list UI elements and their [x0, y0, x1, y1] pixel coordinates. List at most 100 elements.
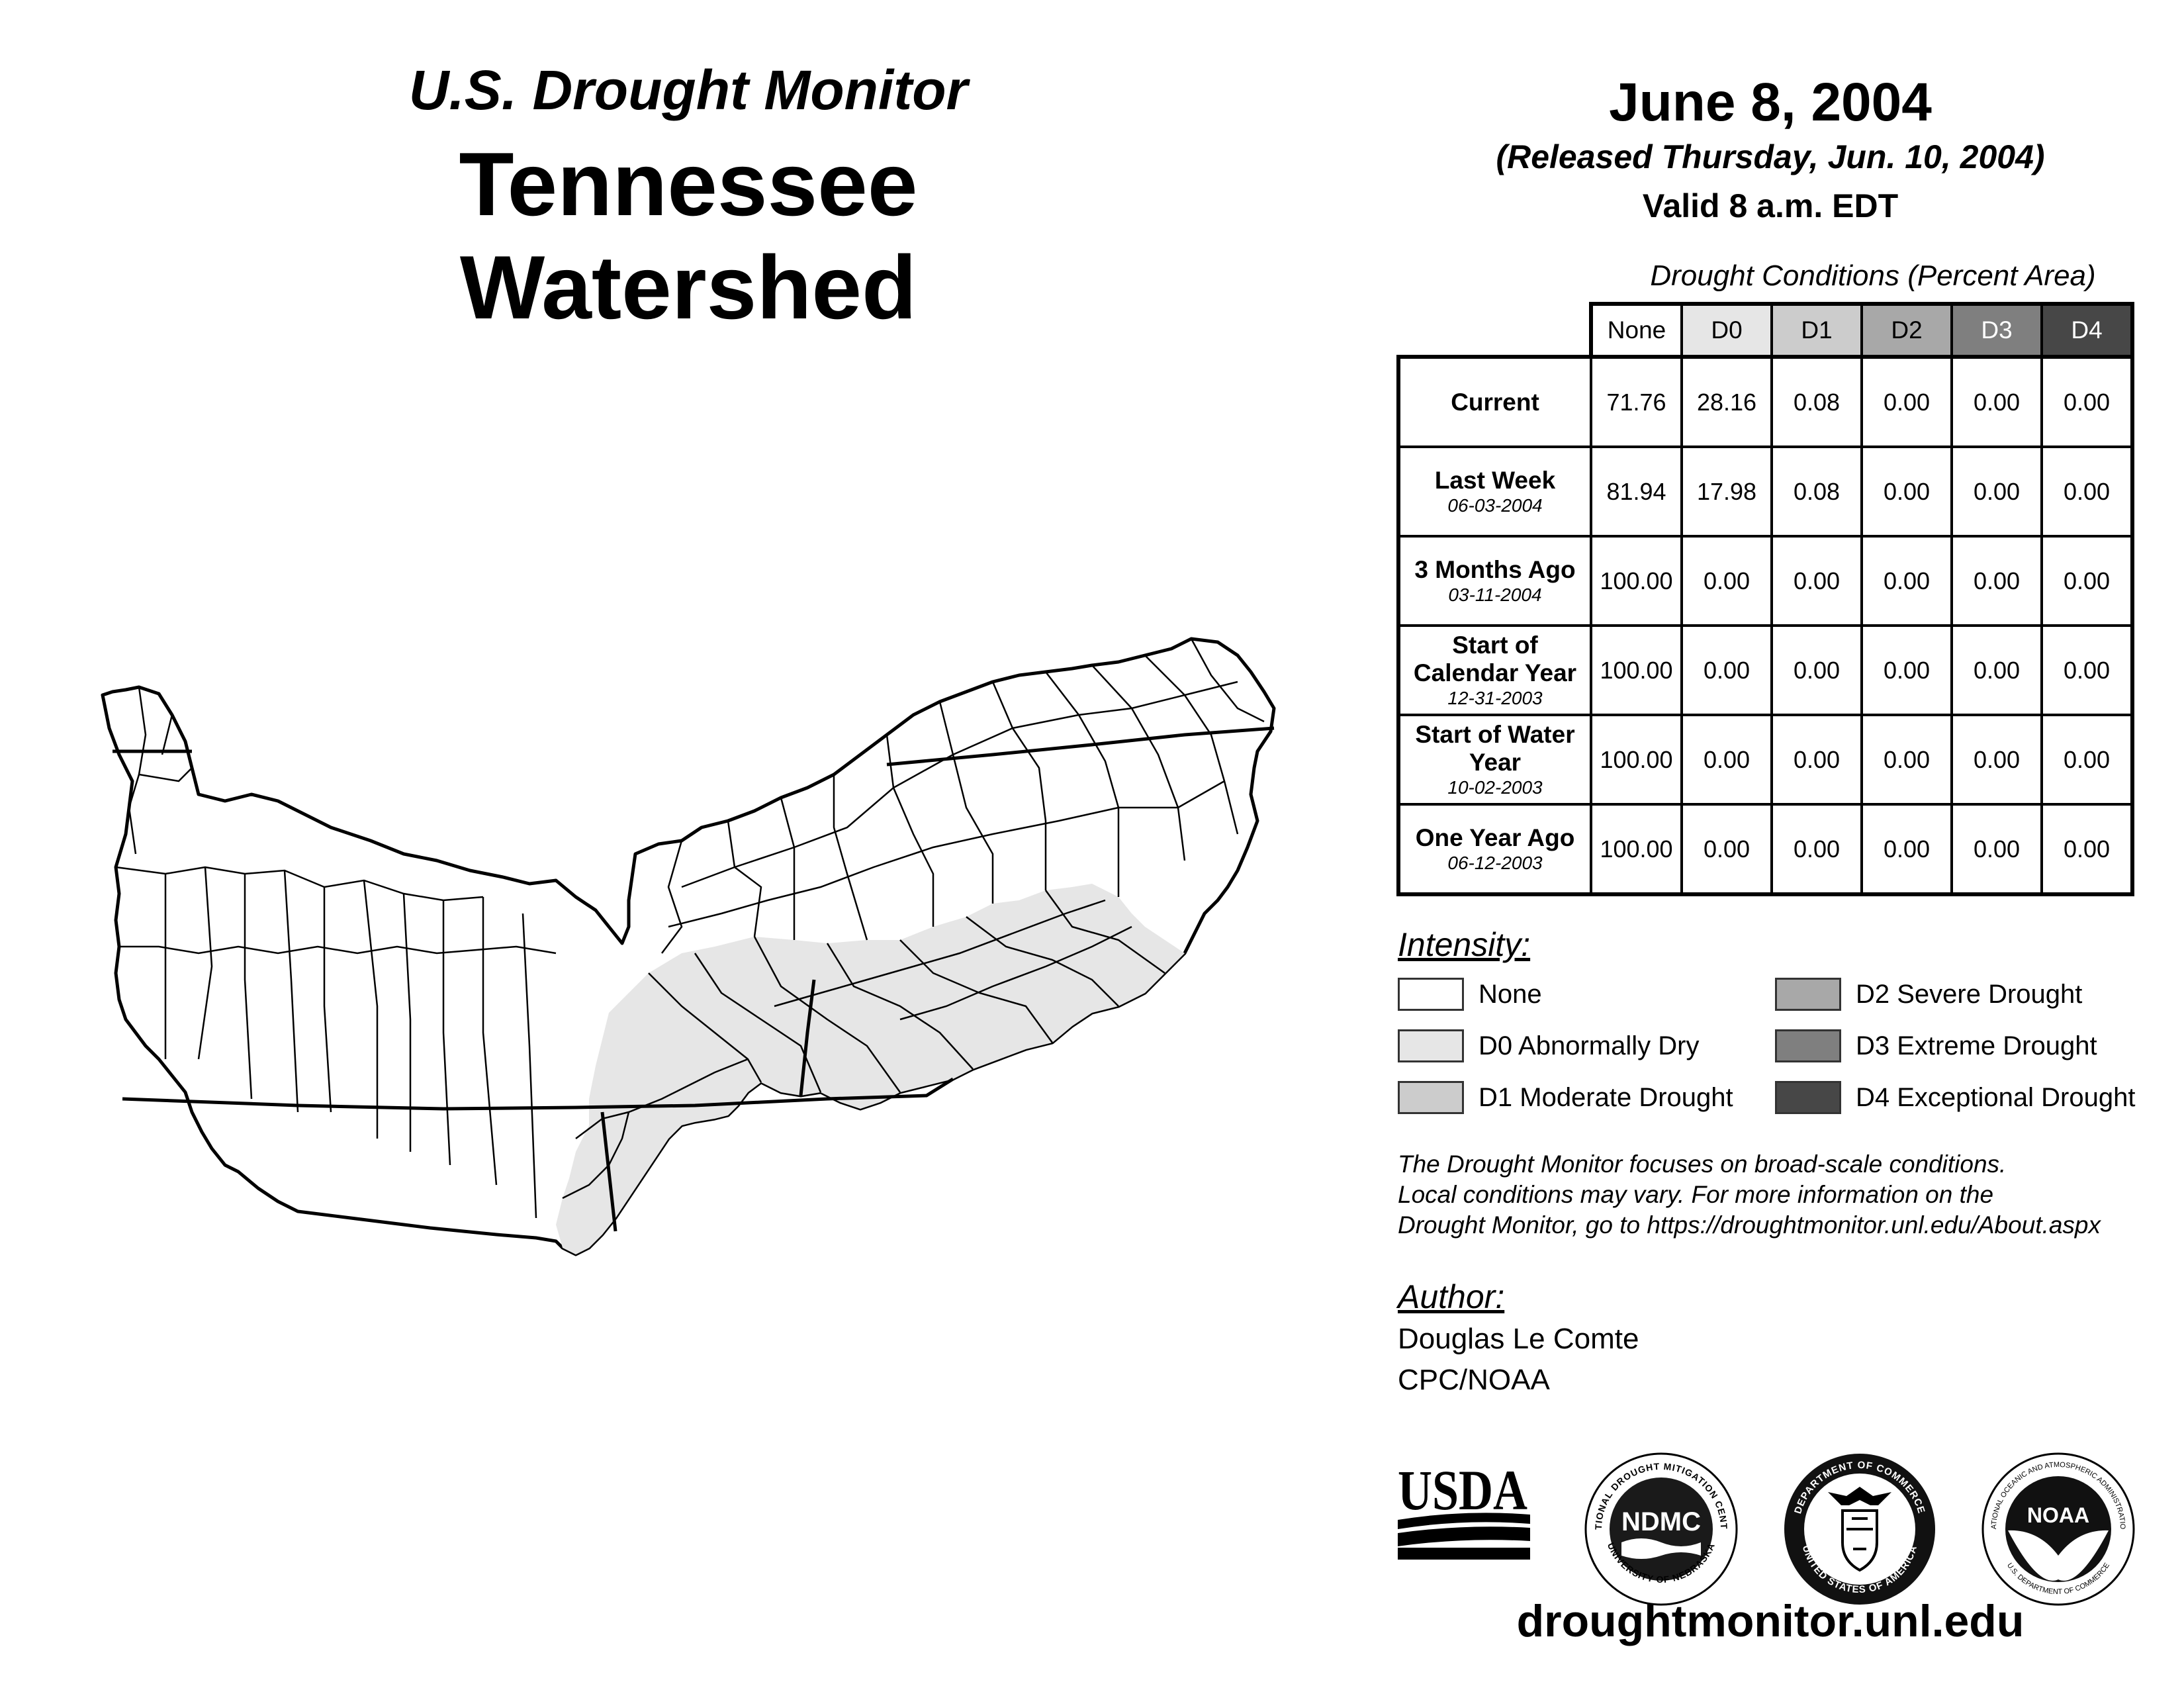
table-cell: 100.00 — [1590, 624, 1683, 716]
note-line: The Drought Monitor focuses on broad-sca… — [1398, 1150, 2007, 1178]
legend-swatch — [1775, 978, 1841, 1011]
table-cell: 0.00 — [1860, 355, 1953, 448]
ndmc-logo: NDMC NATIONAL DROUGHT MITIGATION CENTER … — [1582, 1450, 1738, 1606]
table-cell: 100.00 — [1590, 803, 1683, 896]
table-cell: 17.98 — [1680, 445, 1773, 538]
row-label: Last Week 06-03-2004 — [1396, 445, 1592, 538]
legend-label: D2 Severe Drought — [1856, 979, 2083, 1009]
col-header-none: None — [1589, 302, 1683, 358]
legend-item-d0: D0 Abnormally Dry — [1398, 1027, 1699, 1064]
table-cell: 0.00 — [1950, 445, 2043, 538]
author-org: CPC/NOAA — [1398, 1364, 1550, 1396]
map-subtitle: U.S. Drought Monitor — [408, 59, 968, 121]
row-label: Start of Water Year 10-02-2003 — [1396, 714, 1592, 806]
col-header-d4: D4 — [2040, 302, 2134, 358]
table-cell: 0.00 — [1950, 624, 2043, 716]
row-label: 3 Months Ago 03-11-2004 — [1396, 535, 1592, 627]
row-label-text: Start of Water Year — [1415, 720, 1575, 776]
table-row: Start of Water Year 10-02-2003 100.00 0.0… — [1396, 714, 2134, 806]
legend-swatch — [1398, 978, 1464, 1011]
table-cell: 81.94 — [1590, 445, 1683, 538]
table-cell: 0.00 — [1950, 714, 2043, 806]
legend-swatch — [1775, 1081, 1841, 1114]
row-label-text: One Year Ago — [1415, 823, 1575, 851]
ndmc-logo-text: NDMC — [1621, 1507, 1701, 1536]
table-cell: 0.00 — [2040, 355, 2134, 448]
row-date: 06-12-2003 — [1447, 852, 1543, 873]
legend-label: None — [1479, 979, 1542, 1009]
table-cell: 0.00 — [2040, 803, 2134, 896]
table-cell: 0.00 — [1860, 535, 1953, 627]
table-row: Current 71.76 28.16 0.08 0.00 0.00 0.00 — [1396, 355, 2134, 448]
table-cell: 28.16 — [1680, 355, 1773, 448]
table-cell: 0.00 — [1860, 445, 1953, 538]
table-cell: 0.00 — [1680, 535, 1773, 627]
noaa-logo: NOAA NATIONAL OCEANIC AND ATMOSPHERIC AD… — [1979, 1450, 2135, 1606]
county-lines — [115, 638, 1265, 1219]
table-row: One Year Ago 06-12-2003 100.00 0.00 0.00 … — [1396, 803, 2134, 896]
state-lines — [113, 726, 1275, 1232]
legend-item-d4: D4 Exceptional Drought — [1775, 1079, 2135, 1116]
seabird-icon — [2008, 1530, 2109, 1581]
row-label-text: Last Week — [1434, 466, 1556, 494]
row-date: 12-31-2003 — [1447, 687, 1543, 708]
table-cell: 0.00 — [1680, 624, 1773, 716]
table-header-row: None D0 D1 D2 D3 D4 — [1398, 302, 2134, 359]
map-title: Tennessee Watershed — [459, 134, 918, 338]
table-row: Start of Calendar Year 12-31-2003 100.00 … — [1396, 624, 2134, 716]
table-cell: 0.00 — [1950, 355, 2043, 448]
watershed-region — [101, 637, 1276, 1256]
legend-swatch — [1398, 1081, 1464, 1114]
table-cell: 0.00 — [1770, 803, 1863, 896]
table-cell: 0.00 — [1770, 714, 1863, 806]
row-label: Current — [1396, 355, 1592, 448]
author-heading: Author: — [1398, 1278, 1505, 1315]
shield-icon — [1841, 1509, 1878, 1572]
legend-item-d3: D3 Extreme Drought — [1775, 1027, 2097, 1064]
table-cell: 0.00 — [1950, 535, 2043, 627]
legend-label: D1 Moderate Drought — [1479, 1082, 1733, 1112]
valid-time: Valid 8 a.m. EDT — [1642, 187, 1899, 224]
row-date: 10-02-2003 — [1447, 776, 1543, 798]
legend-label: D4 Exceptional Drought — [1856, 1082, 2136, 1112]
table-cell: 0.00 — [2040, 535, 2134, 627]
table-cell: 0.00 — [2040, 714, 2134, 806]
watershed-map — [101, 637, 1276, 1256]
usda-logo-text: USDA — [1398, 1463, 1527, 1522]
table-cell: 0.00 — [1860, 624, 1953, 716]
table-cell: 100.00 — [1590, 714, 1683, 806]
col-header-d3: D3 — [1950, 302, 2043, 358]
usda-logo: USDA — [1398, 1463, 1530, 1560]
legend-swatch — [1775, 1029, 1841, 1062]
d0-shaded-area — [556, 884, 1185, 1254]
legend-label: D0 Abnormally Dry — [1479, 1031, 1700, 1060]
legend-item-d2: D2 Severe Drought — [1775, 976, 2082, 1013]
row-date: 03-11-2004 — [1448, 584, 1542, 605]
eagle-icon — [1828, 1487, 1891, 1505]
legend-item-d1: D1 Moderate Drought — [1398, 1079, 1733, 1116]
row-label-text: Current — [1451, 388, 1539, 416]
table-cell: 71.76 — [1590, 355, 1683, 448]
legend-item-none: None — [1398, 976, 1542, 1013]
release-date: (Released Thursday, Jun. 10, 2004) — [1496, 138, 2045, 175]
row-date: 06-03-2004 — [1447, 494, 1543, 516]
commerce-seal: DEPARTMENT OF COMMERCE UNITED STATES OF … — [1784, 1454, 1935, 1605]
table-cell: 100.00 — [1590, 535, 1683, 627]
table-cell: 0.00 — [1950, 803, 2043, 896]
author-name: Douglas Le Comte — [1398, 1323, 1639, 1355]
table-cell: 0.00 — [2040, 624, 2134, 716]
table-caption: Drought Conditions (Percent Area) — [1650, 259, 2096, 292]
conditions-table: None D0 D1 D2 D3 D4 Current 71.76 28.16 … — [1396, 302, 2134, 896]
intensity-heading: Intensity: — [1398, 926, 1531, 963]
note-line: Local conditions may vary. For more info… — [1398, 1181, 1994, 1208]
table-row: Last Week 06-03-2004 81.94 17.98 0.08 0.0… — [1396, 445, 2134, 538]
website-link[interactable]: droughtmonitor.unl.edu — [1516, 1596, 2025, 1646]
row-label: Start of Calendar Year 12-31-2003 — [1396, 624, 1592, 716]
table-cell: 0.00 — [2040, 445, 2134, 538]
legend-swatch — [1398, 1029, 1464, 1062]
table-cell: 0.00 — [1860, 803, 1953, 896]
noaa-logo-text: NOAA — [2027, 1503, 2089, 1527]
table-cell: 0.08 — [1770, 445, 1863, 538]
row-label-text: 3 Months Ago — [1414, 555, 1576, 583]
table-cell: 0.00 — [1770, 624, 1863, 716]
